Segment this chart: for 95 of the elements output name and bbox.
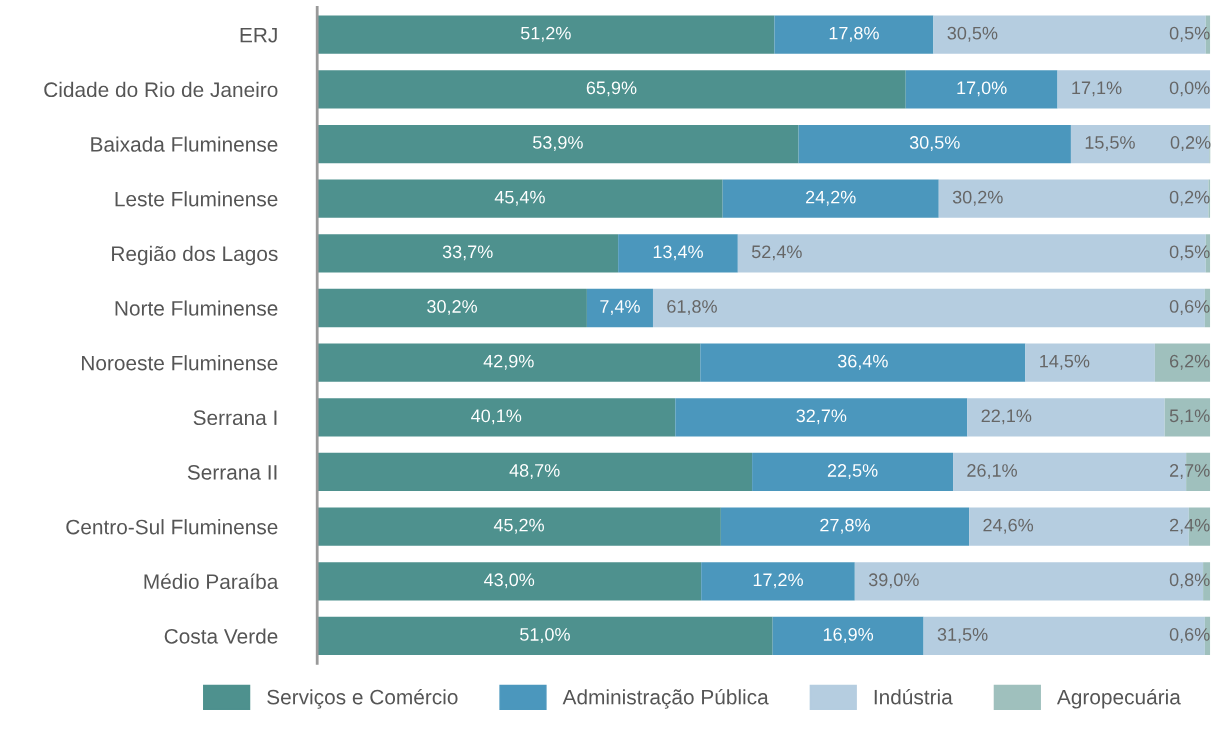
bar — [317, 234, 619, 273]
y-tick-label: Leste Fluminense — [115, 191, 278, 207]
data-label: 13,4% — [653, 245, 703, 261]
bar — [317, 452, 753, 492]
data-label: 5,1% — [1169, 409, 1210, 425]
bar — [774, 15, 934, 54]
data-label: 30,5% — [947, 26, 998, 42]
data-label: 27,8% — [820, 518, 870, 534]
data-label: 17,0% — [957, 81, 1007, 97]
data-label: 16,9% — [823, 628, 874, 643]
y-tick-label: Serrana II — [187, 464, 277, 480]
data-label: 22,1% — [981, 409, 1032, 425]
legend-label: Administração Pública — [562, 688, 769, 709]
bar — [1025, 343, 1155, 382]
data-label: 30,5% — [909, 136, 960, 151]
data-label: 0,2% — [1170, 136, 1211, 151]
bar — [701, 562, 855, 601]
y-tick-label: ERJ — [240, 27, 277, 43]
data-label: 6,2% — [1170, 354, 1210, 370]
data-label: 0,6% — [1169, 628, 1210, 643]
data-label: 24,2% — [806, 190, 856, 206]
data-label: 40,1% — [471, 409, 522, 425]
data-label: 17,1% — [1072, 81, 1122, 97]
data-label: 53,9% — [533, 136, 583, 151]
bar — [317, 616, 773, 656]
legend-label: Indústria — [874, 688, 953, 705]
bar — [675, 398, 968, 437]
data-label: 33,7% — [442, 245, 493, 261]
data-label: 48,7% — [509, 464, 560, 479]
y-tick-label: Norte Fluminense — [115, 300, 278, 316]
y-tick-label: Baixada Fluminense — [91, 136, 278, 152]
data-label: 14,5% — [1040, 354, 1090, 370]
data-label: 2,7% — [1170, 464, 1210, 479]
data-label: 42,9% — [483, 354, 534, 370]
data-label: 0,2% — [1169, 190, 1210, 206]
bar — [317, 343, 701, 382]
data-label: 26,1% — [967, 464, 1017, 479]
bar — [1164, 398, 1211, 437]
bar — [1154, 343, 1211, 382]
bar — [317, 124, 799, 164]
bar — [618, 234, 738, 273]
bar — [317, 562, 702, 601]
bar — [752, 452, 954, 492]
bar — [772, 616, 924, 656]
y-tick-label: Centro-Sul Fluminense — [66, 519, 278, 535]
bar — [586, 288, 653, 328]
bar — [967, 398, 1165, 437]
y-tick-label: Serrana I — [193, 410, 277, 426]
bar — [700, 343, 1026, 382]
bar — [720, 507, 970, 546]
data-label: 15,5% — [1085, 136, 1135, 151]
data-label: 0,8% — [1169, 573, 1210, 589]
data-label: 17,8% — [829, 26, 879, 42]
data-label: 0,0% — [1169, 81, 1210, 97]
data-label: 65,9% — [586, 81, 637, 97]
legend-label: Serviços e Comércio — [267, 688, 458, 709]
data-label: 45,4% — [494, 190, 545, 206]
data-label: 39,0% — [868, 573, 919, 589]
bar — [722, 179, 939, 218]
y-tick-label: Noroeste Fluminense — [82, 355, 278, 371]
data-label: 51,0% — [520, 628, 570, 643]
bar — [317, 179, 723, 218]
bar — [317, 15, 775, 54]
data-label: 32,7% — [796, 409, 847, 425]
data-label: 43,0% — [484, 573, 535, 589]
bar — [1070, 124, 1210, 164]
bar — [938, 179, 1209, 218]
data-label: 30,2% — [427, 300, 478, 315]
data-label: 17,2% — [753, 573, 803, 589]
bar — [798, 124, 1071, 164]
data-label: 30,2% — [952, 190, 1003, 206]
data-label: 52,4% — [751, 245, 802, 261]
bar — [905, 70, 1058, 109]
bar — [317, 507, 721, 546]
data-label: 7,4% — [600, 300, 640, 315]
bar — [317, 398, 676, 437]
data-label: 61,8% — [667, 300, 717, 315]
legend-label: Agropecuária — [1056, 688, 1181, 709]
y-tick-label: Costa Verde — [164, 628, 278, 644]
data-label: 45,2% — [493, 518, 544, 534]
y-tick-label: Cidade do Rio de Janeiro — [44, 81, 278, 98]
y-tick-label: Médio Paraíba — [144, 573, 279, 590]
data-label: 0,6% — [1169, 300, 1210, 315]
data-label: 24,6% — [983, 518, 1034, 534]
data-label: 2,4% — [1170, 518, 1210, 534]
data-label: 51,2% — [520, 26, 571, 42]
data-label: 0,5% — [1169, 26, 1210, 42]
data-label: 31,5% — [937, 628, 988, 643]
data-label: 22,5% — [827, 464, 878, 479]
y-tick-label: Região dos Lagos — [112, 245, 278, 266]
data-label: 0,5% — [1169, 245, 1210, 261]
bar — [1057, 70, 1211, 109]
bar — [317, 288, 587, 328]
bar — [317, 70, 906, 109]
data-label: 36,4% — [837, 354, 888, 370]
